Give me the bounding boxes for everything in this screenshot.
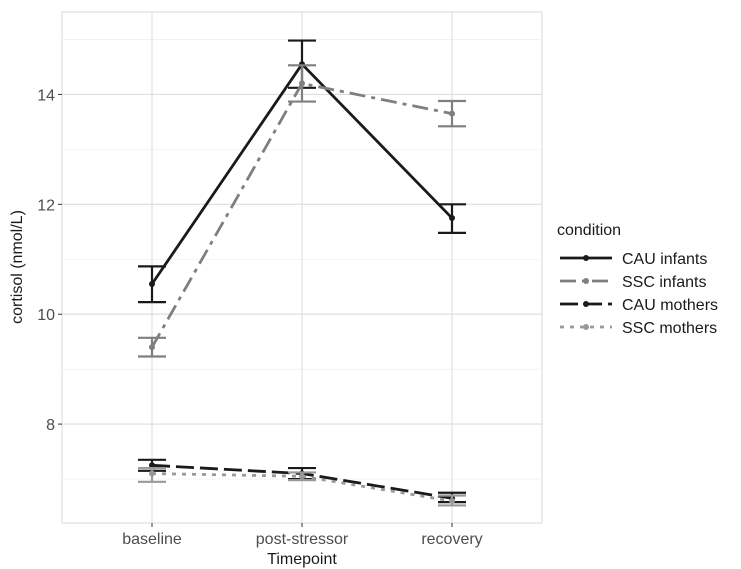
- series-ssc-infants: [138, 64, 466, 358]
- data-point: [299, 80, 305, 87]
- legend-label: SSC infants: [622, 274, 706, 291]
- data-point: [449, 498, 455, 505]
- x-tick-label: post-stressor: [256, 531, 349, 548]
- y-tick-label: 10: [37, 307, 55, 324]
- x-axis: baseline post-stressor recovery: [122, 523, 483, 548]
- legend-key-point: [583, 255, 589, 261]
- legend-label: CAU infants: [622, 251, 707, 268]
- data-point: [149, 280, 155, 287]
- legend-key-point: [583, 324, 589, 330]
- legend-title: condition: [557, 222, 621, 239]
- legend: condition CAU infants SSC infants CAU moth…: [557, 222, 718, 337]
- data-point: [149, 344, 155, 351]
- x-tick-label: recovery: [421, 531, 482, 548]
- legend-label: CAU mothers: [622, 297, 718, 314]
- series-layer: [138, 39, 466, 507]
- y-tick-label: 8: [46, 417, 55, 434]
- x-axis-title: Timepoint: [267, 551, 337, 568]
- legend-key-point: [583, 278, 589, 284]
- data-point: [449, 110, 455, 117]
- data-point: [299, 473, 305, 480]
- data-point: [149, 470, 155, 477]
- data-point: [449, 215, 455, 222]
- legend-key-point: [583, 301, 589, 307]
- y-axis: 8 10 12 14: [37, 87, 62, 434]
- data-point: [149, 462, 155, 469]
- series-ssc-mothers: [138, 466, 466, 507]
- y-axis-title: cortisol (nmol/L): [9, 210, 26, 324]
- legend-label: SSC mothers: [622, 320, 717, 337]
- x-tick-label: baseline: [122, 531, 182, 548]
- y-tick-label: 12: [37, 197, 55, 214]
- y-tick-label: 14: [37, 87, 55, 104]
